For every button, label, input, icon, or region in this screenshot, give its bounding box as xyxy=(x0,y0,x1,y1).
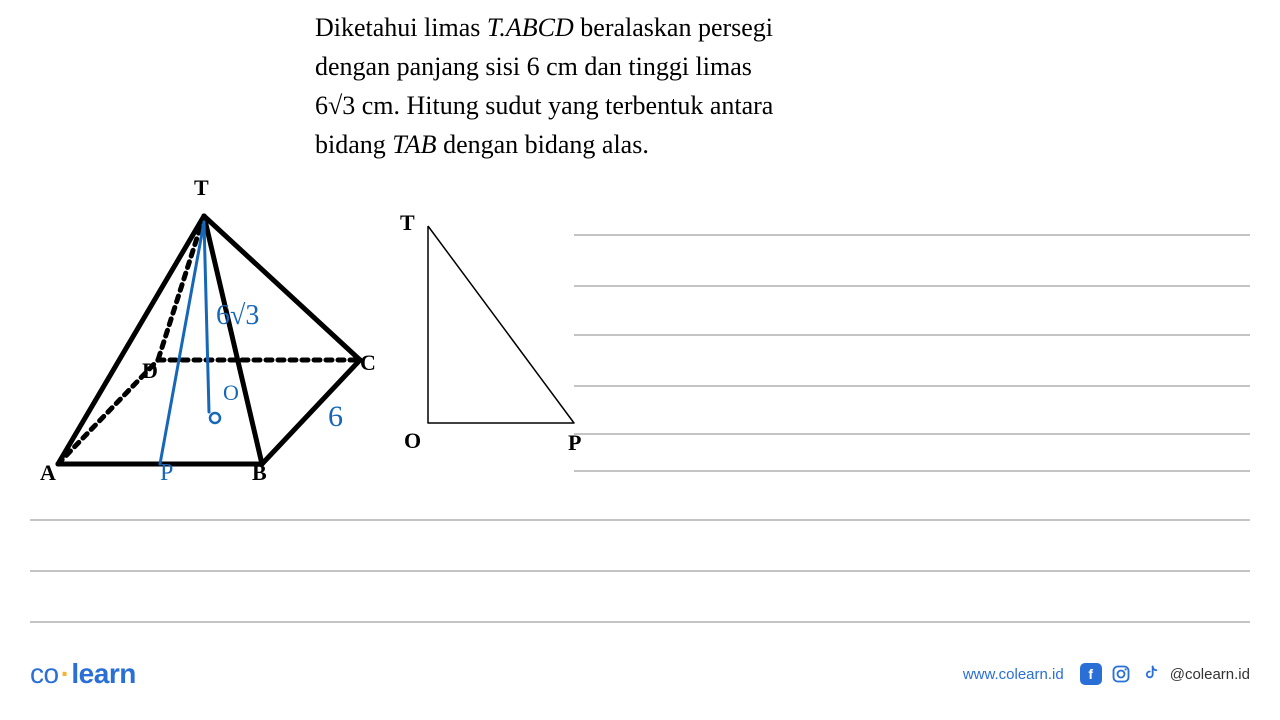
ann-O: O xyxy=(223,380,239,406)
line4-obj: TAB xyxy=(392,130,436,159)
tri-label-T: T xyxy=(400,210,415,236)
pyramid-figure: T A B C D 6√3 6 O P xyxy=(30,180,380,500)
brand-logo: co·learn xyxy=(30,658,136,690)
triangle-figure: T O P xyxy=(392,208,612,458)
brand-a: co xyxy=(30,658,59,689)
line2: dengan panjang sisi 6 cm dan tinggi lima… xyxy=(315,52,752,81)
instagram-icon xyxy=(1110,663,1132,685)
label-B: B xyxy=(252,460,267,486)
social-handle: @colearn.id xyxy=(1170,666,1250,683)
line1-obj: T.ABCD xyxy=(487,13,574,42)
brand-dot: · xyxy=(59,658,72,689)
footer-right: www.colearn.id f @colearn.id xyxy=(963,663,1250,685)
ann-height: 6√3 xyxy=(216,300,259,332)
ann-P: P xyxy=(160,460,173,487)
line1-post: beralaskan persegi xyxy=(574,13,773,42)
social-icons: f @colearn.id xyxy=(1080,663,1250,685)
brand-b: learn xyxy=(71,658,135,689)
line1-pre: Diketahui limas xyxy=(315,13,487,42)
tri-label-P: P xyxy=(568,430,581,456)
label-C: C xyxy=(360,350,376,376)
line4-post: dengan bidang alas. xyxy=(437,130,649,159)
problem-text: Diketahui limas T.ABCD beralaskan perseg… xyxy=(315,8,935,164)
label-A: A xyxy=(40,460,56,486)
label-D: D xyxy=(142,358,158,384)
label-T: T xyxy=(194,175,209,201)
facebook-icon: f xyxy=(1080,663,1102,685)
tiktok-icon xyxy=(1140,663,1162,685)
line3: 6√3 cm. Hitung sudut yang terbentuk anta… xyxy=(315,91,773,120)
tri-label-O: O xyxy=(404,428,421,454)
footer: co·learn www.colearn.id f @colearn.id xyxy=(30,654,1250,694)
ann-side: 6 xyxy=(328,400,343,434)
line4-pre: bidang xyxy=(315,130,392,159)
footer-url: www.colearn.id xyxy=(963,666,1064,683)
